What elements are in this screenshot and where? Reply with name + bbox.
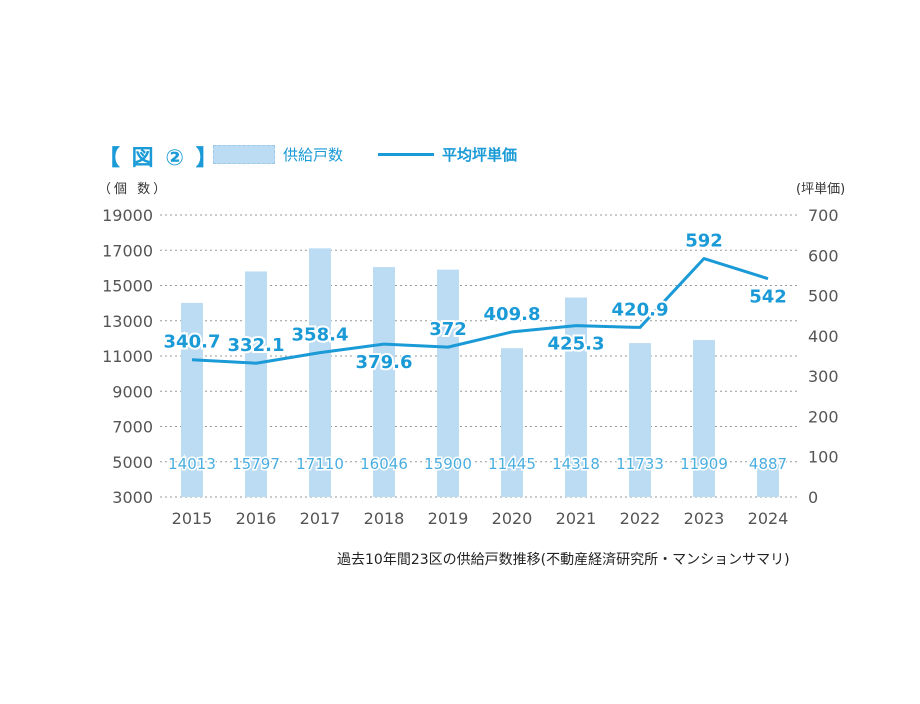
bar <box>501 348 523 497</box>
bar-value-label: 15797 <box>232 455 280 473</box>
legend-line: 平均坪単価 <box>378 144 517 165</box>
bar-value-label: 11909 <box>680 455 728 473</box>
x-tick-label: 2020 <box>492 509 533 528</box>
bar <box>693 339 715 497</box>
left-tick-label: 13000 <box>102 312 153 331</box>
legend-bar-swatch <box>213 145 275 164</box>
bar <box>437 269 459 497</box>
x-tick-label: 2017 <box>300 509 341 528</box>
legend-line-swatch <box>378 153 434 156</box>
bar <box>309 248 331 497</box>
left-tick-label: 3000 <box>112 488 153 507</box>
left-tick-label: 19000 <box>102 206 153 225</box>
left-tick-label: 15000 <box>102 277 153 296</box>
legend-line-label: 平均坪単価 <box>442 146 518 164</box>
bar-value-label: 14013 <box>168 455 216 473</box>
right-tick-label: 0 <box>808 488 818 507</box>
left-tick-label: 11000 <box>102 347 153 366</box>
bar <box>629 343 651 497</box>
x-tick-label: 2023 <box>684 509 725 528</box>
bar-value-label: 4887 <box>749 455 787 473</box>
figure-title: 【 図 ② 】 <box>98 146 220 171</box>
right-tick-label: 700 <box>808 206 839 225</box>
x-tick-label: 2024 <box>748 509 789 528</box>
bar-value-label: 11733 <box>616 455 664 473</box>
line-value-label: 379.6 <box>356 352 413 373</box>
bar <box>245 271 267 497</box>
right-axis-unit: (坪単価) <box>796 182 846 197</box>
right-tick-label: 300 <box>808 367 839 386</box>
chart-caption: 過去10年間23区の供給戸数推移(不動産経済研究所・マンションサマリ) <box>337 552 790 568</box>
left-tick-label: 5000 <box>112 453 153 472</box>
right-tick-label: 100 <box>808 448 839 467</box>
bar-value-label: 17110 <box>296 455 344 473</box>
bar <box>757 463 779 497</box>
line-value-label: 340.7 <box>164 332 221 353</box>
x-tick-label: 2015 <box>172 509 213 528</box>
bar-value-label: 15900 <box>424 455 472 473</box>
bar-value-label: 14318 <box>552 455 600 473</box>
x-tick-label: 2016 <box>236 509 277 528</box>
price-line <box>191 257 769 365</box>
left-axis-unit: （個 数） <box>98 182 170 197</box>
bar <box>181 302 203 497</box>
bar-value-label: 16046 <box>360 455 408 473</box>
bar <box>565 297 587 497</box>
line-value-label: 592 <box>685 231 723 252</box>
line-value-label: 542 <box>749 287 787 308</box>
x-tick-label: 2022 <box>620 509 661 528</box>
left-tick-label: 17000 <box>102 241 153 260</box>
right-tick-label: 600 <box>808 246 839 265</box>
left-tick-label: 9000 <box>112 382 153 401</box>
line-value-label: 372 <box>429 319 467 340</box>
right-tick-label: 500 <box>808 287 839 306</box>
right-tick-label: 400 <box>808 327 839 346</box>
line-value-label: 409.8 <box>484 304 541 325</box>
x-tick-label: 2018 <box>364 509 405 528</box>
line-value-label: 420.9 <box>612 299 669 320</box>
line-value-label: 332.1 <box>228 335 285 356</box>
line-value-label: 358.4 <box>292 325 349 346</box>
bar <box>373 267 395 497</box>
bar-value-label: 11445 <box>488 455 536 473</box>
right-tick-label: 200 <box>808 407 839 426</box>
legend-bars: 供給戸数 <box>213 144 343 165</box>
left-tick-label: 7000 <box>112 418 153 437</box>
legend-bar-label: 供給戸数 <box>283 146 344 164</box>
line-value-label: 425.3 <box>548 334 605 355</box>
x-tick-label: 2019 <box>428 509 469 528</box>
x-tick-label: 2021 <box>556 509 597 528</box>
